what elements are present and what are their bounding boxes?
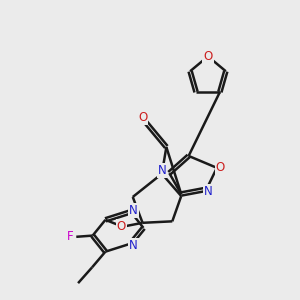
Text: O: O [138, 111, 147, 124]
Text: N: N [158, 164, 166, 177]
Text: N: N [129, 204, 138, 217]
Text: F: F [66, 230, 73, 243]
Text: O: O [216, 161, 225, 174]
Text: N: N [129, 238, 138, 252]
Text: O: O [203, 50, 213, 63]
Text: N: N [204, 185, 212, 198]
Text: O: O [116, 220, 126, 233]
